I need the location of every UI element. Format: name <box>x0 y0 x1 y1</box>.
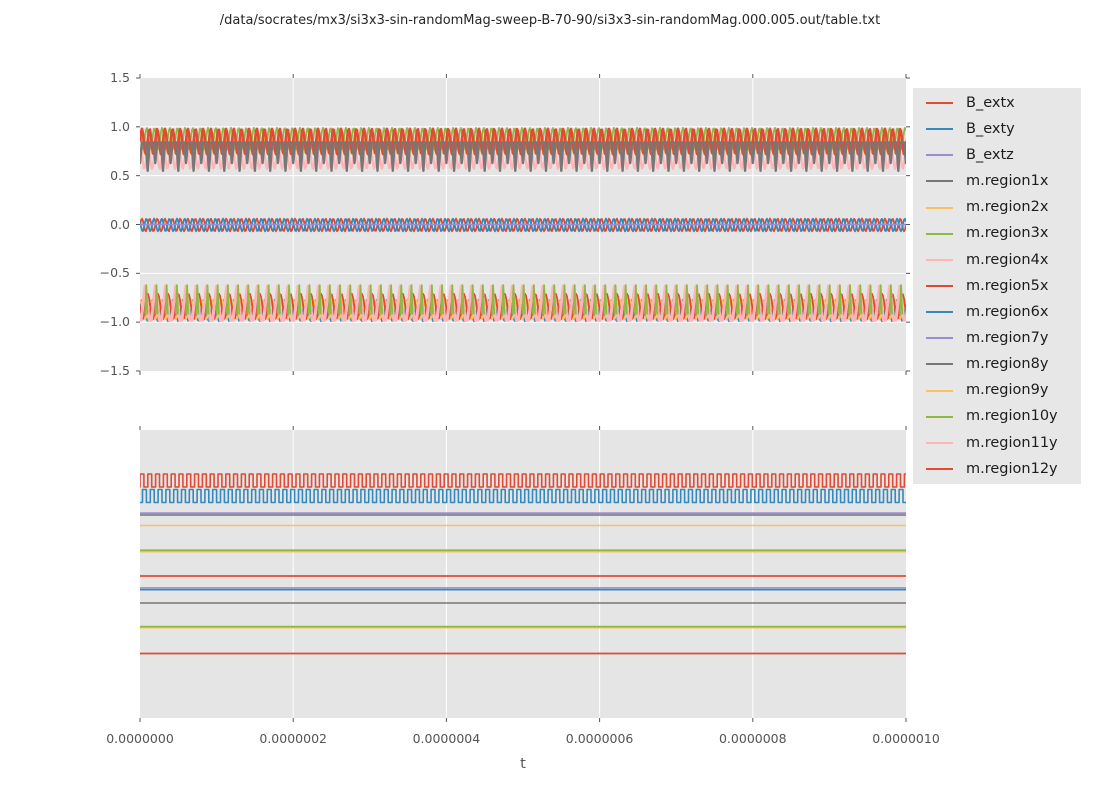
y-tick-label: −0.5 <box>99 265 130 281</box>
legend-line-swatch <box>926 232 953 235</box>
legend-item: B_exty <box>913 116 1081 142</box>
bottom-plot-canvas <box>139 426 907 722</box>
legend-label: B_extz <box>966 147 1014 164</box>
legend-item: m.region11y <box>913 430 1081 456</box>
legend-label: m.region2x <box>966 199 1049 216</box>
legend-label: m.region7y <box>966 330 1049 347</box>
legend-item: m.region9y <box>913 378 1081 404</box>
legend-line-swatch <box>926 180 953 183</box>
legend-label: m.region1x <box>966 173 1049 190</box>
legend-label: B_extx <box>966 94 1015 111</box>
series-red-square-wave <box>140 473 906 488</box>
legend-label: B_exty <box>966 120 1015 137</box>
legend-line-swatch <box>926 415 953 418</box>
series-blue-square-wave <box>140 488 906 504</box>
legend-line-swatch <box>926 154 953 157</box>
legend-label: m.region3x <box>966 225 1049 242</box>
legend-item: m.region5x <box>913 273 1081 299</box>
series-m.region9y <box>140 298 906 321</box>
legend-line-swatch <box>926 467 953 470</box>
legend-line-swatch <box>926 285 953 287</box>
x-tick-label: 0.0000000 <box>106 731 174 746</box>
legend-line-swatch <box>926 363 953 366</box>
series-B_extx <box>140 127 906 156</box>
legend-label: m.region6x <box>966 303 1049 320</box>
legend-label: m.region10y <box>966 408 1058 425</box>
y-tick-label: 1.0 <box>110 118 130 134</box>
y-tick-label: 0.0 <box>110 216 130 232</box>
legend-label: m.region5x <box>966 277 1049 294</box>
y-tick-label: 1.5 <box>110 70 130 85</box>
legend-label: m.region9y <box>966 382 1049 399</box>
series-m.region1x <box>140 141 906 172</box>
x-axis-label: t <box>520 756 526 772</box>
legend-item: B_extz <box>913 142 1081 168</box>
y-tick-label: −1.5 <box>99 363 130 378</box>
legend-line-swatch <box>926 102 953 105</box>
plot-title: /data/socrates/mx3/si3x3-sin-randomMag-s… <box>219 13 881 28</box>
legend-line-swatch <box>926 389 953 392</box>
legend-line-swatch <box>926 441 953 444</box>
series-m.region10y <box>144 284 904 315</box>
series-m.region11y <box>140 284 906 322</box>
legend-label: m.region11y <box>966 434 1058 451</box>
legend-item: m.region2x <box>913 195 1081 221</box>
legend-item: m.region1x <box>913 168 1081 194</box>
x-tick-label: 0.0000008 <box>718 731 787 746</box>
series-B_exty <box>140 217 906 233</box>
legend-item: B_extx <box>913 90 1081 116</box>
legend-item: m.region7y <box>913 325 1081 351</box>
x-tick-label: 0.0000002 <box>259 731 327 746</box>
top-plot-canvas <box>136 74 910 375</box>
legend-line-swatch <box>926 311 953 314</box>
x-tick-label: 0.0000004 <box>412 731 481 746</box>
legend-item: m.region8y <box>913 351 1081 377</box>
y-tick-label: −1.0 <box>99 314 130 330</box>
legend: B_extx B_exty B_extz m.region1x m.region2x m.… <box>913 88 1081 484</box>
legend-line-swatch <box>926 258 953 261</box>
legend-item: m.region10y <box>913 404 1081 430</box>
legend-item: m.region3x <box>913 221 1081 247</box>
legend-line-swatch <box>926 337 953 340</box>
x-tick-label: 0.0000006 <box>565 731 634 746</box>
legend-item: m.region12y <box>913 456 1081 482</box>
legend-label: m.region12y <box>966 460 1058 477</box>
bottom-series-group <box>140 430 906 718</box>
legend-item: m.region6x <box>913 299 1081 325</box>
x-tick-label: 0.0000010 <box>872 731 940 746</box>
legend-label: m.region8y <box>966 356 1049 373</box>
top-series-group <box>140 78 906 371</box>
legend-label: m.region4x <box>966 251 1049 268</box>
y-tick-label: 0.5 <box>110 167 130 183</box>
legend-line-swatch <box>926 206 953 209</box>
legend-line-swatch <box>926 128 953 131</box>
legend-item: m.region4x <box>913 247 1081 273</box>
